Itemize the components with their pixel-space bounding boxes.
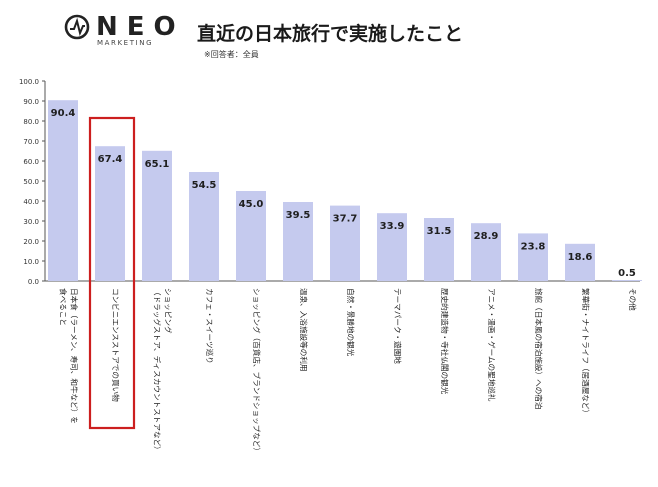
y-tick-label: 60.0	[23, 158, 39, 166]
bar	[565, 243, 595, 281]
pulse-circle-icon	[64, 14, 90, 40]
bar-value-labels: 90.4 67.4 65.1 54.5 45.0 39.5 37.7 33.9 31.5 28.9…	[51, 108, 636, 279]
y-tick-label: 30.0	[23, 218, 39, 226]
bars	[48, 100, 642, 281]
category-label: 温泉、入浴施設等の利用	[299, 288, 309, 372]
bar-value-label: 23.8	[521, 241, 546, 252]
bar	[330, 205, 360, 281]
y-tick-label: 40.0	[23, 198, 39, 206]
category-label: その他	[628, 288, 638, 311]
bar-value-label: 33.9	[380, 221, 405, 232]
bar	[283, 202, 313, 281]
bar-value-label: 54.5	[192, 180, 217, 191]
bar	[142, 150, 172, 281]
bar-value-label: 45.0	[239, 199, 264, 210]
category-label: ショッピング（百貨店、ブランドショップなど）	[252, 288, 262, 455]
bar-value-label: 37.7	[333, 214, 358, 225]
category-label: 歴史的建造物・寺社仏閣の観光	[440, 288, 450, 395]
y-tick-label: 90.0	[23, 98, 39, 106]
bar-value-label: 39.5	[286, 210, 311, 221]
bar-value-label: 67.4	[98, 154, 123, 165]
brand-name: NEO	[96, 12, 185, 42]
bar-value-label: 65.1	[145, 159, 170, 170]
respondent-note: ※回答者：全員	[204, 49, 259, 59]
category-label: アニメ・漫画・ゲームの聖地巡礼	[487, 288, 497, 402]
category-label: カフェ・スイーツ巡り	[205, 288, 215, 364]
category-label: ショッピング	[164, 288, 174, 334]
highlight-rect	[88, 116, 136, 430]
category-label: 繁華街・ナイトライフ（居酒屋など）	[581, 288, 591, 417]
bar	[424, 218, 454, 281]
category-label: （ドラッグストア、ディスカウントストアなど）	[153, 288, 163, 454]
neo-logo: NEO MARKETING	[64, 12, 185, 47]
bar-value-label: 31.5	[427, 226, 452, 237]
category-label: テーマパーク・遊園地	[393, 288, 403, 364]
y-axis-ticks: 0.0 10.0 20.0 30.0 40.0 50.0 60.0 70.0 80.0 90.0 1…	[19, 78, 45, 286]
brand-sub: MARKETING	[97, 39, 153, 47]
category-label: 自然・景勝地の観光	[346, 288, 356, 357]
bar-value-label: 18.6	[568, 252, 593, 263]
bar	[518, 233, 548, 281]
y-tick-label: 0.0	[28, 278, 39, 286]
y-tick-label: 100.0	[19, 78, 39, 86]
bar	[612, 280, 642, 281]
bar-value-label: 28.9	[474, 231, 499, 242]
bar	[377, 213, 407, 281]
highlight-box	[88, 116, 136, 430]
page-title: 直近の日本旅行で実施したこと	[197, 22, 463, 45]
bar-value-label: 0.5	[618, 268, 636, 279]
y-tick-label: 20.0	[23, 238, 39, 246]
category-label: コンビニエンスストアでの買い物	[111, 288, 121, 402]
bar	[236, 191, 266, 281]
bar	[189, 172, 219, 281]
bar	[95, 146, 125, 281]
y-tick-label: 10.0	[23, 258, 39, 266]
bar-value-label: 90.4	[51, 108, 76, 119]
bar	[471, 223, 501, 281]
y-tick-label: 70.0	[23, 138, 39, 146]
y-tick-label: 50.0	[23, 178, 39, 186]
category-label: 日本食（ラーメン、寿司、和牛など）を	[70, 288, 80, 424]
category-label: 旅館（日本風の宿泊施設）への宿泊	[534, 288, 544, 410]
category-label: 食べること	[59, 288, 69, 326]
bar	[48, 100, 78, 281]
pulse-line-icon	[70, 17, 85, 37]
y-tick-label: 80.0	[23, 118, 39, 126]
